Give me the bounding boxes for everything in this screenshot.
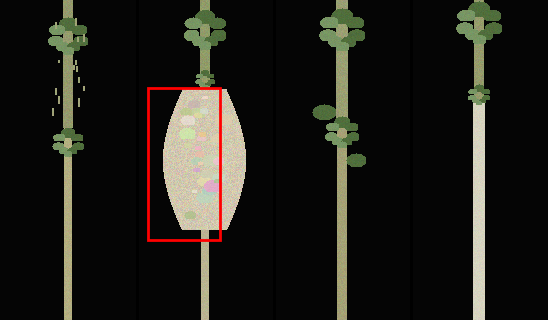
Bar	[148, 88, 220, 240]
